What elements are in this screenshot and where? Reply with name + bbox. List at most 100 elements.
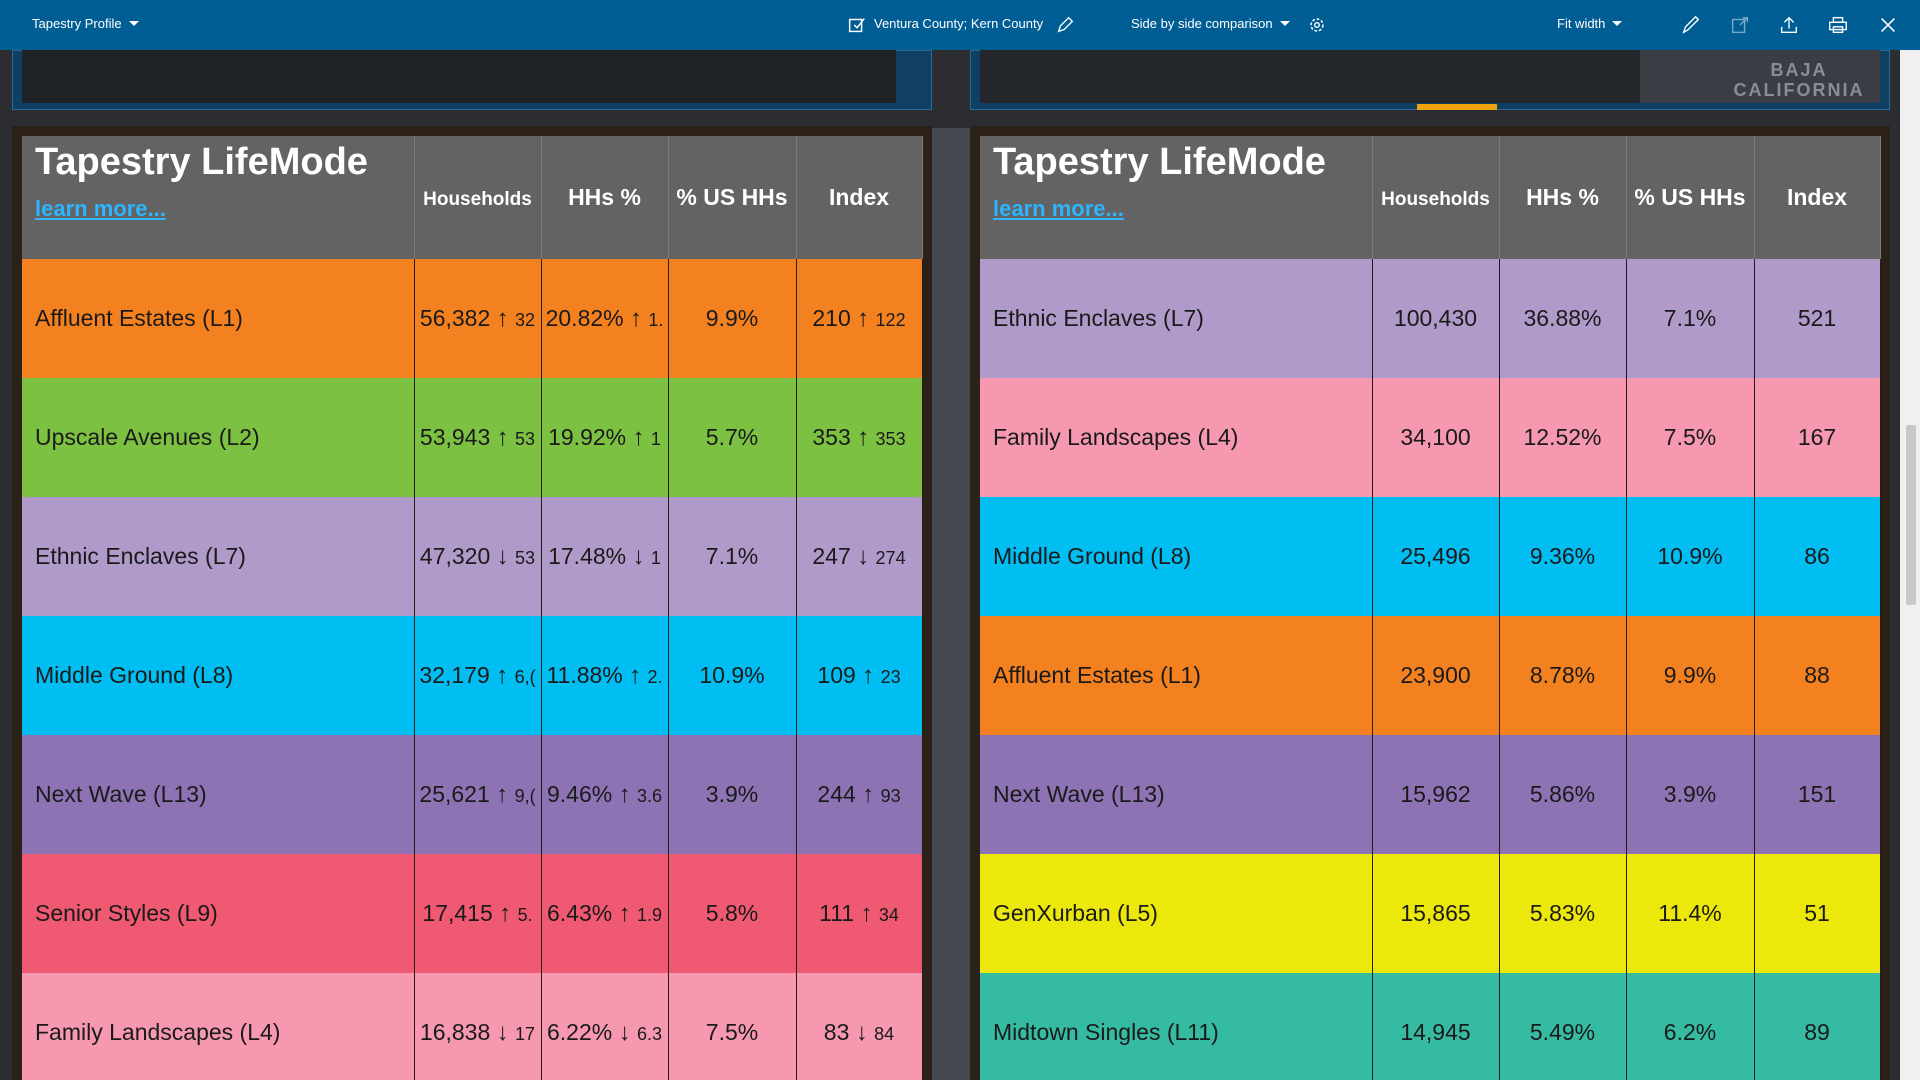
zoom-dropdown[interactable]: Fit width: [1557, 16, 1623, 31]
table-row[interactable]: Next Wave (L13) 15,962 5.86% 3.9% 151: [980, 735, 1881, 854]
table-row[interactable]: Next Wave (L13) 25,621 ↑ 9,(9.46% ↑ 3.6 3.…: [22, 735, 923, 854]
table-row[interactable]: Middle Ground (L8) 32,179 ↑ 6,(11.88% ↑ 2…: [22, 616, 923, 735]
view-dropdown[interactable]: Side by side comparison: [1131, 16, 1290, 31]
table-row[interactable]: Affluent Estates (L1) 23,900 8.78% 9.9% 88: [980, 616, 1881, 735]
gear-icon[interactable]: [1305, 13, 1329, 37]
change-arrow-icon: ↑: [862, 780, 875, 808]
index-cell: 244 ↑ 93: [796, 735, 923, 854]
change-arrow-icon: ↑: [629, 661, 642, 689]
table-title: Tapestry LifeMode: [35, 141, 368, 183]
hhs-pct-cell: 20.82% ↑ 1.: [541, 259, 669, 378]
households-cell-change: 17: [515, 1023, 536, 1044]
lifemode-name: Midtown Singles (L11): [980, 973, 1373, 1080]
hhs-pct-cell-value: 6.43%: [546, 899, 613, 926]
lifemode-name: Middle Ground (L8): [22, 616, 415, 735]
table-row[interactable]: GenXurban (L5) 15,865 5.83% 11.4% 51: [980, 854, 1881, 973]
households-cell-value: 56,382: [419, 304, 491, 331]
col-us-hhs[interactable]: % US HHs: [1626, 136, 1755, 259]
us-hhs-cell: 3.9%: [668, 735, 797, 854]
index-cell: 89: [1754, 973, 1881, 1080]
learn-more-link[interactable]: learn more...: [993, 196, 1124, 221]
index-cell-value: 247: [812, 542, 851, 569]
draw-icon[interactable]: [1679, 13, 1703, 37]
households-cell: 23,900: [1372, 616, 1500, 735]
index-cell-change: 122: [875, 309, 906, 330]
hhs-pct-cell-change: 1.: [648, 309, 664, 330]
table-title-cell: Tapestry LifeMode learn more...: [980, 136, 1373, 259]
lifemode-name: Family Landscapes (L4): [980, 378, 1373, 497]
households-cell: 25,621 ↑ 9,(: [414, 735, 542, 854]
hhs-pct-cell: 36.88%: [1499, 259, 1627, 378]
col-households[interactable]: Households: [1372, 136, 1500, 259]
col-index[interactable]: Index: [1754, 136, 1881, 259]
households-cell: 53,943 ↑ 53: [414, 378, 542, 497]
chevron-down-icon: [128, 21, 139, 26]
hhs-pct-cell-value: 6.22%: [546, 1018, 613, 1045]
index-cell: 210 ↑ 122: [796, 259, 923, 378]
profile-dropdown[interactable]: Tapestry Profile: [32, 16, 139, 31]
checkbox-icon[interactable]: [845, 13, 869, 37]
index-cell: 83 ↓ 84: [796, 973, 923, 1080]
index-cell: 151: [1754, 735, 1881, 854]
left-map[interactable]: [22, 50, 896, 103]
col-us-hhs[interactable]: % US HHs: [668, 136, 797, 259]
hhs-pct-cell-value: 11.88%: [546, 661, 623, 688]
table-row[interactable]: Family Landscapes (L4) 16,838 ↓ 17 6.22% ↓…: [22, 973, 923, 1080]
index-cell: 51: [1754, 854, 1881, 973]
hhs-pct-cell: 19.92% ↑ 1: [541, 378, 669, 497]
us-hhs-cell: 9.9%: [1626, 616, 1755, 735]
table-row[interactable]: Midtown Singles (L11) 14,945 5.49% 6.2% 89: [980, 973, 1881, 1080]
table-row[interactable]: Senior Styles (L9) 17,415 ↑ 5. 6.43% ↑ 1.9…: [22, 854, 923, 973]
table-row[interactable]: Ethnic Enclaves (L7) 47,320 ↓ 53 17.48% ↓ …: [22, 497, 923, 616]
col-index[interactable]: Index: [796, 136, 923, 259]
learn-more-link[interactable]: learn more...: [35, 196, 166, 221]
map-scale-bar: [1417, 104, 1497, 110]
hhs-pct-cell-value: 19.92%: [548, 423, 627, 450]
col-hhs-pct[interactable]: HHs %: [1499, 136, 1627, 259]
households-cell-value: 53,943: [419, 423, 491, 450]
col-households[interactable]: Households: [414, 136, 542, 259]
households-cell: 47,320 ↓ 53: [414, 497, 542, 616]
index-cell-change: 274: [875, 547, 906, 568]
col-hhs-pct[interactable]: HHs %: [541, 136, 669, 259]
us-hhs-cell: 10.9%: [668, 616, 797, 735]
lifemode-name: Next Wave (L13): [22, 735, 415, 854]
hhs-pct-cell: 5.83%: [1499, 854, 1627, 973]
area-selector[interactable]: Ventura County; Kern County: [874, 16, 1043, 31]
change-arrow-icon: ↓: [496, 542, 509, 570]
table-row[interactable]: Middle Ground (L8) 25,496 9.36% 10.9% 86: [980, 497, 1881, 616]
print-icon[interactable]: [1826, 13, 1850, 37]
change-arrow-icon: ↑: [496, 661, 509, 689]
households-cell-value: 16,838: [419, 1018, 491, 1045]
households-cell-change: 6,(: [514, 666, 536, 687]
us-hhs-cell: 5.8%: [668, 854, 797, 973]
left-lifemode-table: Tapestry LifeMode learn more... Househol…: [22, 136, 923, 1080]
change-arrow-icon: ↑: [618, 780, 631, 808]
us-hhs-cell: 3.9%: [1626, 735, 1755, 854]
us-hhs-cell: 11.4%: [1626, 854, 1755, 973]
upload-icon[interactable]: [1777, 13, 1801, 37]
right-map[interactable]: BAJA CALIFORNIA: [980, 50, 1880, 103]
index-cell-change: 23: [880, 666, 901, 687]
index-cell-value: 83: [823, 1018, 850, 1045]
table-row[interactable]: Ethnic Enclaves (L7) 100,430 36.88% 7.1% 521: [980, 259, 1881, 378]
table-row[interactable]: Family Landscapes (L4) 34,100 12.52% 7.5% 16…: [980, 378, 1881, 497]
close-icon[interactable]: [1876, 13, 1900, 37]
scrollbar-thumb[interactable]: [1906, 425, 1916, 605]
pencil-icon[interactable]: [1053, 13, 1077, 37]
change-arrow-icon: ↑: [496, 304, 509, 332]
share-icon[interactable]: [1728, 13, 1752, 37]
table-row[interactable]: Upscale Avenues (L2) 53,943 ↑ 53 19.92% ↑ …: [22, 378, 923, 497]
table-row[interactable]: Affluent Estates (L1) 56,382 ↑ 32 20.82% ↑…: [22, 259, 923, 378]
hhs-pct-cell: 5.86%: [1499, 735, 1627, 854]
lifemode-name: GenXurban (L5): [980, 854, 1373, 973]
households-cell-change: 53: [515, 428, 536, 449]
households-cell-value: 17,415: [422, 899, 493, 926]
hhs-pct-cell-change: 1: [650, 547, 661, 568]
households-cell: 34,100: [1372, 378, 1500, 497]
households-cell-change: 32: [515, 309, 536, 330]
top-toolbar: Tapestry Profile Ventura County; Kern Co…: [0, 0, 1920, 50]
households-cell: 14,945: [1372, 973, 1500, 1080]
hhs-pct-cell: 6.43% ↑ 1.9: [541, 854, 669, 973]
hhs-pct-cell: 8.78%: [1499, 616, 1627, 735]
